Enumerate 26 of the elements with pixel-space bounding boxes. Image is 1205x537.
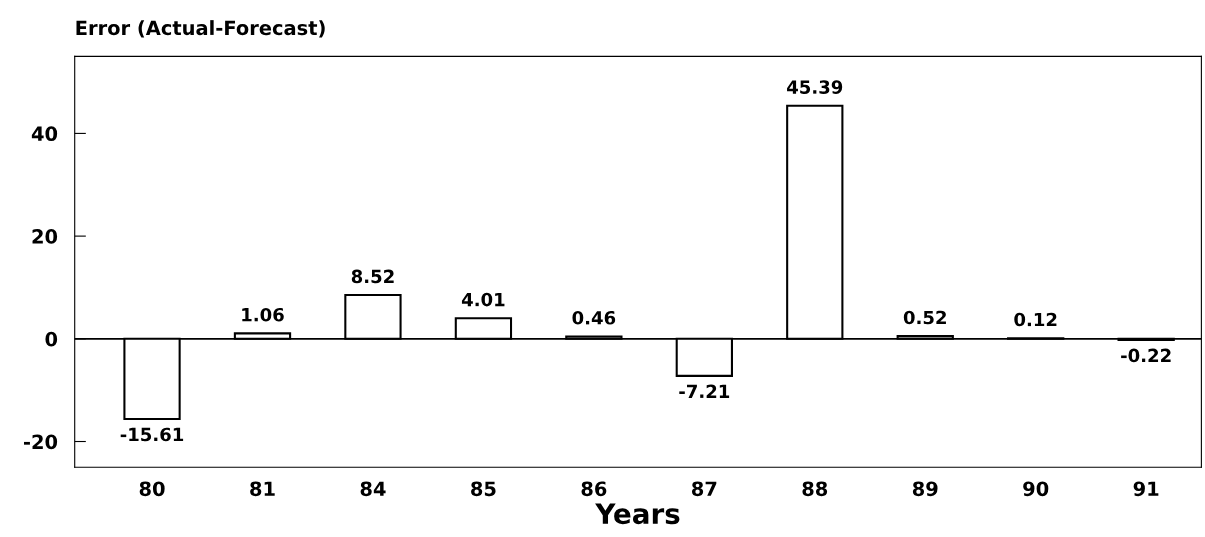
y-tick-label: -20: [23, 434, 58, 450]
data-label: -15.61: [120, 427, 184, 442]
x-tick-label: 80: [139, 481, 165, 497]
data-label: -7.21: [679, 384, 730, 398]
x-tick-label: 87: [691, 481, 717, 497]
x-tick-label: 90: [1023, 481, 1049, 497]
x-axis-title: Years: [595, 503, 680, 525]
y-tick-label: 0: [45, 331, 58, 347]
x-tick-label: 84: [360, 481, 386, 497]
data-label: 45.39: [787, 80, 843, 94]
data-label: -0.22: [1121, 348, 1171, 363]
data-label: 4.01: [461, 292, 505, 307]
data-label: 0.12: [1014, 312, 1057, 327]
x-tick-label: 85: [471, 481, 496, 497]
y-tick-label: 40: [31, 126, 58, 142]
data-label: 0.46: [572, 310, 616, 325]
data-label: 8.52: [351, 269, 394, 284]
chart-title: Error (Actual-Forecast): [76, 20, 325, 38]
x-tick-label: 88: [802, 481, 828, 497]
data-label: 0.52: [903, 310, 946, 325]
x-tick-label: 86: [581, 481, 607, 497]
x-tick-label: 81: [250, 481, 275, 497]
data-label: 1.06: [242, 307, 284, 322]
x-tick-label: 91: [1133, 481, 1159, 497]
y-tick-label: 20: [32, 229, 58, 244]
x-tick-label: 89: [912, 481, 938, 497]
